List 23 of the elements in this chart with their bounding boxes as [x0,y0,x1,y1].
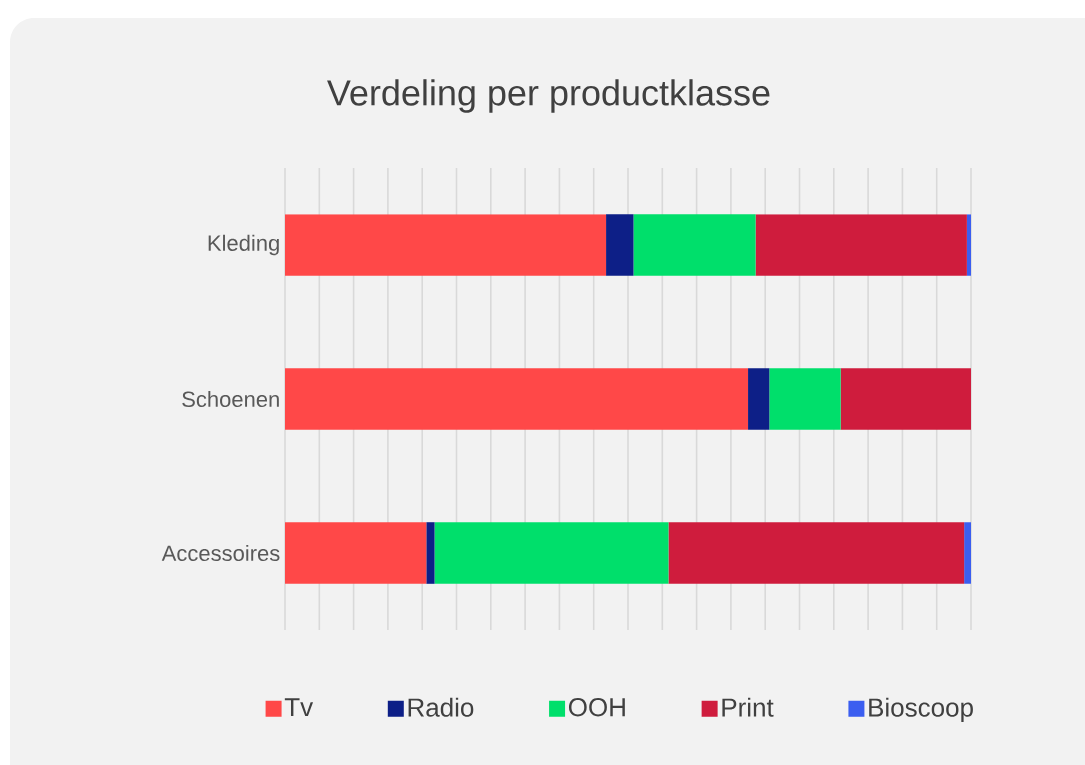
bar [434,522,669,584]
bar [285,522,427,584]
bar [426,522,435,584]
bar [748,368,770,430]
bar [964,522,972,584]
chart-title: Verdeling per productklasse [327,79,770,113]
legend-label: Bioscoop [869,697,973,722]
legend-label: Tv [284,698,314,717]
legend-label: Print [722,697,774,717]
y-tick-label: Accessoires [161,544,280,562]
bar [285,214,607,276]
bar [606,214,634,276]
bar [966,214,972,276]
bar [769,368,841,430]
y-tick-label: Schoenen [182,390,279,408]
bar [285,368,749,430]
bar [840,368,972,430]
bar [755,214,967,276]
bar [633,214,756,276]
y-tick-label: Kleding [208,234,279,256]
legend-label: Radio [408,697,474,717]
bar [668,522,965,584]
legend-label: OOH [568,698,625,717]
